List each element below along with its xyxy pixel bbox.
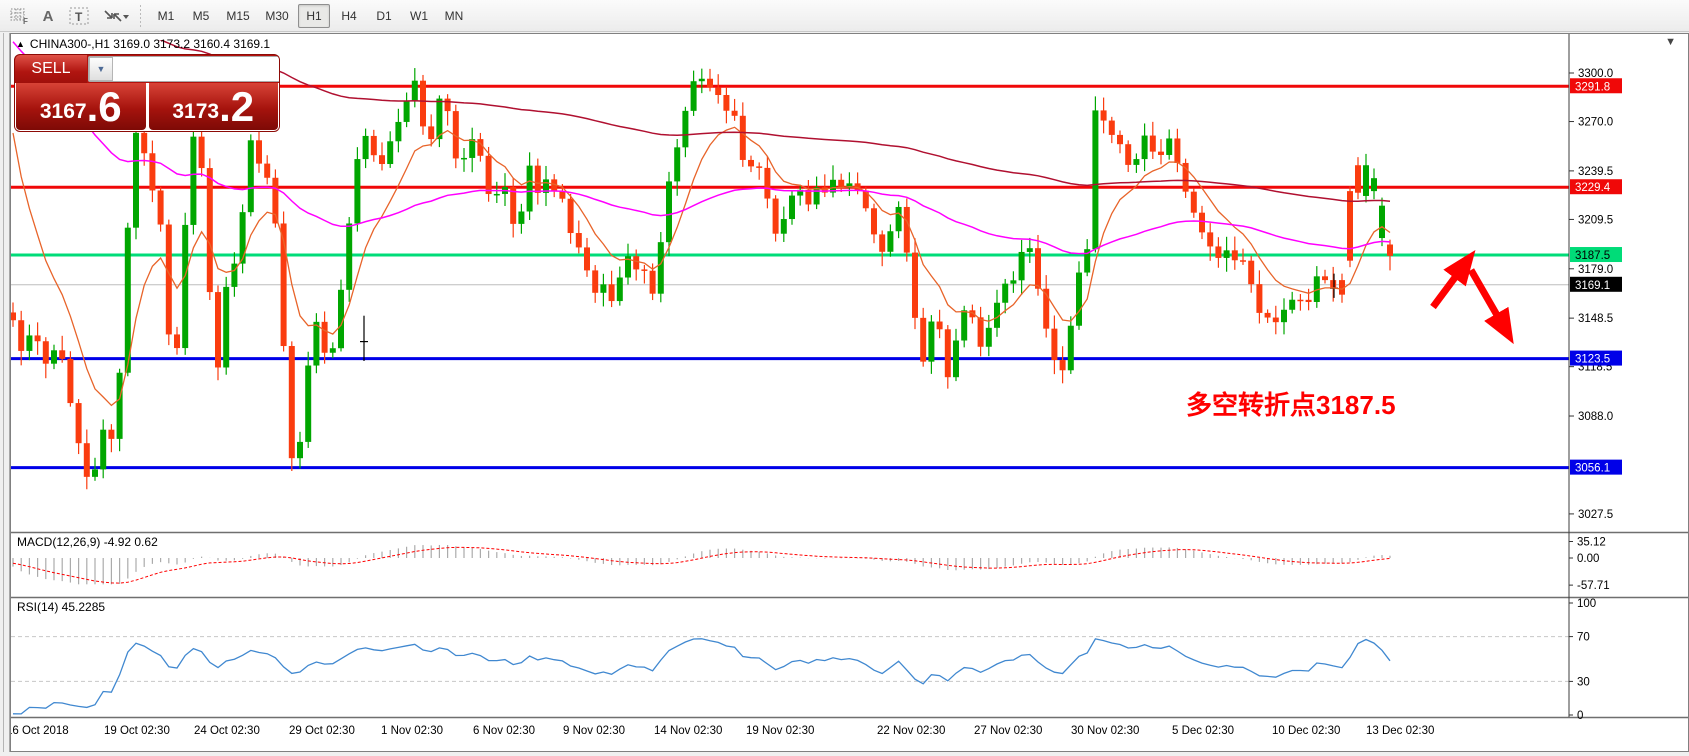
svg-text:F: F bbox=[23, 17, 28, 25]
date-label: 9 Nov 02:30 bbox=[563, 725, 625, 737]
cursor-tools-icon[interactable] bbox=[98, 4, 132, 28]
timeframe-button-h1[interactable]: H1 bbox=[298, 4, 330, 28]
date-label: 14 Nov 02:30 bbox=[654, 725, 722, 737]
font-icon[interactable]: A bbox=[42, 7, 54, 25]
rsi-scale-30: 30 bbox=[1577, 676, 1590, 688]
price-badge-3229.4 bbox=[1570, 179, 1622, 195]
macd-scale-35.12: 35.12 bbox=[1577, 536, 1606, 548]
date-label: 6 Nov 02:30 bbox=[473, 725, 535, 737]
svg-text:T: T bbox=[75, 10, 83, 24]
text-label-icon[interactable]: T bbox=[66, 4, 92, 28]
date-label: 30 Nov 02:30 bbox=[1071, 725, 1139, 737]
sell-price-pips: .6 bbox=[86, 83, 122, 130]
macd-scale-0.00: 0.00 bbox=[1577, 553, 1599, 565]
macd-signal-line bbox=[12, 546, 1391, 584]
indicator-grid-icon[interactable]: F bbox=[6, 4, 32, 28]
collapse-triangle-icon[interactable]: ▲ bbox=[16, 39, 25, 49]
date-label: 29 Oct 02:30 bbox=[289, 725, 355, 737]
sell-button[interactable]: SELL bbox=[15, 55, 87, 83]
symbol-ohlc-text: CHINA300-,H1 3169.0 3173.2 3160.4 3169.1 bbox=[29, 37, 271, 51]
volume-input[interactable] bbox=[113, 57, 279, 81]
chart-shift-marker-icon[interactable]: ▼ bbox=[1665, 36, 1676, 48]
price-badge-label-3187.5: 3187.5 bbox=[1575, 250, 1610, 262]
price-tick-3300.0: 3300.0 bbox=[1578, 68, 1613, 80]
rsi-scale-70: 70 bbox=[1577, 632, 1590, 644]
one-click-trade-panel: SELL ▼ ▲ BUY 3167.6 3173.2 bbox=[15, 55, 279, 131]
date-label: 19 Oct 02:30 bbox=[104, 725, 170, 737]
buy-price-main: 3173 bbox=[172, 100, 220, 123]
volume-spinner: ▼ ▲ bbox=[88, 56, 279, 82]
date-label: 5 Dec 02:30 bbox=[1172, 725, 1234, 737]
chart-annotation-text: 多空转折点3187.5 bbox=[1186, 390, 1396, 420]
macd-scale--57.71: -57.71 bbox=[1577, 580, 1610, 592]
date-label: 22 Nov 02:30 bbox=[877, 725, 945, 737]
timeframe-button-m30[interactable]: M30 bbox=[265, 9, 289, 23]
chart-window[interactable]: 3300.0 3270.0 3239.5 3209.5 3179.0 3148.5 3118… bbox=[6, 33, 1689, 752]
medium-ma-line[interactable] bbox=[12, 41, 1391, 255]
price-badge-label-3123.5: 3123.5 bbox=[1575, 354, 1610, 366]
price-tick-3027.5: 3027.5 bbox=[1578, 509, 1613, 521]
date-label: 27 Nov 02:30 bbox=[974, 725, 1042, 737]
price-chart-canvas[interactable]: 3300.03270.03239.53209.53179.03148.53118… bbox=[6, 34, 1688, 751]
price-tick-3209.5: 3209.5 bbox=[1578, 214, 1613, 226]
price-badge-label-3291.8: 3291.8 bbox=[1575, 81, 1610, 93]
timeframe-button-w1[interactable]: W1 bbox=[410, 9, 428, 23]
macd-pane[interactable] bbox=[12, 544, 1391, 585]
toolbar: F A T M1 M5 M15 M30 H1 H4 D1 W1 MN bbox=[0, 0, 1689, 32]
price-badge-3187.5 bbox=[1570, 247, 1622, 263]
sell-price-main: 3167 bbox=[39, 100, 87, 123]
date-label: 13 Dec 02:30 bbox=[1366, 725, 1434, 737]
date-label: 19 Nov 02:30 bbox=[746, 725, 814, 737]
date-label: 1 Nov 02:30 bbox=[381, 725, 443, 737]
date-label: 24 Oct 02:30 bbox=[194, 725, 260, 737]
sell-price-display[interactable]: 3167.6 bbox=[16, 83, 146, 130]
timeframe-button-d1[interactable]: D1 bbox=[376, 9, 392, 23]
price-tick-3148.5: 3148.5 bbox=[1578, 313, 1613, 325]
price-badge-3123.5 bbox=[1570, 350, 1622, 366]
macd-label: MACD(12,26,9) -4.92 0.62 bbox=[17, 535, 158, 549]
timeframe-button-mn[interactable]: MN bbox=[444, 9, 464, 23]
price-tick-3239.5: 3239.5 bbox=[1578, 166, 1613, 178]
rsi-label: RSI(14) 45.2285 bbox=[17, 600, 105, 614]
date-label: 10 Dec 02:30 bbox=[1272, 725, 1340, 737]
rsi-scale-100: 100 bbox=[1577, 598, 1596, 610]
buy-price-pips: .2 bbox=[219, 83, 255, 130]
price-badge-label-3229.4: 3229.4 bbox=[1575, 182, 1611, 194]
price-badge-label-3056.1: 3056.1 bbox=[1575, 463, 1610, 475]
price-badge-3169.1 bbox=[1570, 276, 1622, 292]
volume-decrease-button[interactable]: ▼ bbox=[89, 57, 113, 81]
buy-price-display[interactable]: 3173.2 bbox=[148, 83, 278, 130]
symbol-header: ▲ CHINA300-,H1 3169.0 3173.2 3160.4 3169.… bbox=[16, 37, 270, 51]
date-label: 16 Oct 2018 bbox=[11, 725, 69, 737]
timeframe-button-m5[interactable]: M5 bbox=[192, 9, 210, 23]
timeframe-button-h4[interactable]: H4 bbox=[341, 9, 357, 23]
price-badge-label-3169.1: 3169.1 bbox=[1575, 280, 1610, 292]
trend-arrow-down bbox=[1467, 268, 1514, 345]
rsi-pane[interactable] bbox=[11, 636, 1569, 715]
price-tick-3179.0: 3179.0 bbox=[1578, 264, 1613, 276]
trend-arrow-up bbox=[1430, 249, 1476, 310]
price-tick-3088.0: 3088.0 bbox=[1578, 411, 1613, 423]
price-tick-3270.0: 3270.0 bbox=[1578, 117, 1613, 129]
fast-ma-line[interactable] bbox=[12, 126, 1391, 407]
timeframe-button-m15[interactable]: M15 bbox=[226, 9, 250, 23]
timeframe-button-m1[interactable]: M1 bbox=[157, 9, 175, 23]
rsi-line bbox=[12, 638, 1391, 715]
window-left-rail bbox=[0, 33, 10, 752]
price-badge-3291.8 bbox=[1570, 78, 1622, 94]
rsi-scale-0: 0 bbox=[1577, 710, 1583, 722]
price-pane[interactable] bbox=[11, 34, 1569, 490]
toolbar-separator bbox=[140, 5, 141, 27]
price-badge-3056.1 bbox=[1570, 459, 1622, 475]
